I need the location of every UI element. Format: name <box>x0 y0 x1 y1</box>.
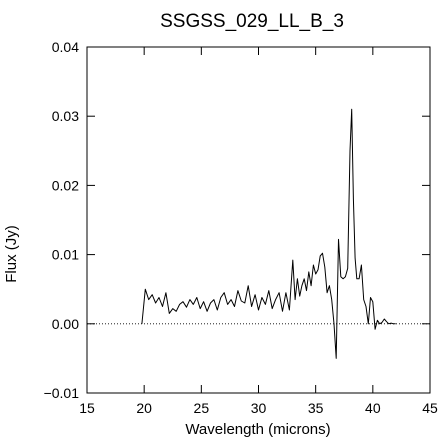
x-tick-label: 40 <box>365 400 381 416</box>
plot-border <box>86 46 431 394</box>
y-tick-label: 0.00 <box>52 316 79 332</box>
plot-frame <box>86 46 431 394</box>
y-axis: −0.01 0.00 0.01 0.02 0.03 0.04 <box>44 39 430 401</box>
x-axis: 15 20 25 30 35 40 45 <box>79 47 438 416</box>
x-tick-label: 35 <box>308 400 324 416</box>
y-tick-label: 0.03 <box>52 108 79 124</box>
series-group <box>141 108 396 359</box>
spectrum-line <box>141 108 396 359</box>
x-tick-label: 25 <box>194 400 210 416</box>
y-tick-label: −0.01 <box>44 385 80 401</box>
y-tick-label: 0.04 <box>52 39 79 55</box>
x-tick-label: 20 <box>136 400 152 416</box>
x-tick-label: 15 <box>79 400 95 416</box>
x-tick-label: 30 <box>251 400 267 416</box>
chart-title: SSGSS_029_LL_B_3 <box>160 11 344 32</box>
y-tick-label: 0.01 <box>52 247 79 263</box>
y-axis-label: Flux (Jy) <box>3 225 20 283</box>
x-tick-label: 45 <box>422 400 438 416</box>
x-axis-label: Wavelength (microns) <box>185 421 330 438</box>
y-tick-label: 0.02 <box>52 177 79 193</box>
